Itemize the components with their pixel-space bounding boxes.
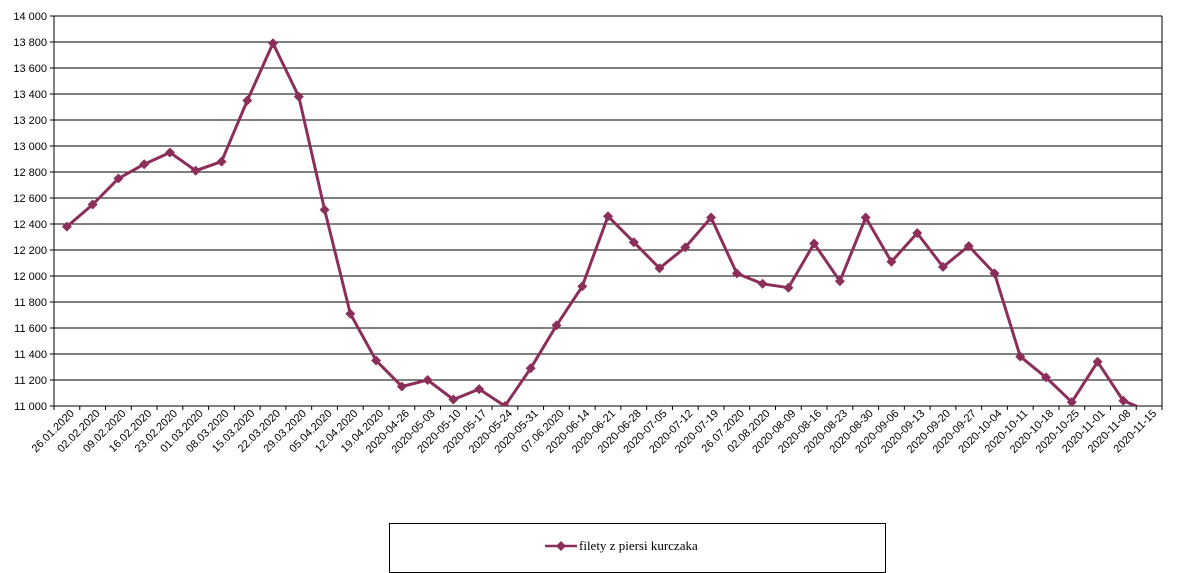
data-point-marker: [1015, 351, 1026, 362]
data-point-marker: [1066, 397, 1077, 406]
y-axis-tick-labels: 11 000 11 200 11 400 11 600 11 800 12 000 12 2…: [13, 11, 47, 413]
data-point-marker: [319, 204, 330, 215]
data-point-marker: [87, 199, 98, 210]
data-point-marker: [164, 147, 175, 158]
y-tick-label: 12 800: [13, 167, 47, 179]
legend-label: filety z piersi kurczaka: [579, 538, 698, 553]
data-point-marker: [1118, 395, 1129, 406]
y-tick-label: 12 000: [13, 271, 47, 283]
data-point-marker: [731, 268, 742, 279]
legend-item: filety z piersi kurczaka: [545, 538, 698, 554]
data-point-marker: [860, 212, 871, 223]
series-layer: [61, 38, 1141, 406]
data-point-marker: [783, 282, 794, 293]
data-point-marker: [499, 401, 510, 406]
gridlines: [50, 15, 1162, 407]
legend: filety z piersi kurczaka: [389, 523, 886, 573]
data-point-marker: [396, 381, 407, 392]
data-point-marker: [757, 278, 768, 289]
data-point-marker: [525, 363, 536, 374]
x-axis-tick-labels: 26.01.202002.02.202009.02.202016.02.2020…: [30, 408, 1160, 456]
data-point-marker: [113, 173, 124, 184]
data-point-marker: [1092, 356, 1103, 367]
y-tick-label: 13 600: [13, 63, 47, 75]
data-point-marker: [293, 91, 304, 102]
data-point-marker: [809, 238, 820, 249]
legend-line-marker-icon: [545, 541, 577, 551]
data-point-marker: [628, 237, 639, 248]
data-point-marker: [474, 384, 485, 395]
y-tick-label: 11 600: [14, 323, 47, 335]
y-tick-label: 11 800: [14, 297, 47, 309]
data-point-marker: [654, 263, 665, 274]
data-point-marker: [61, 221, 72, 232]
data-point-marker: [190, 165, 201, 176]
y-tick-label: 11 400: [14, 349, 47, 361]
data-point-marker: [912, 228, 923, 239]
data-point-marker: [937, 261, 948, 272]
series-line: [65, 41, 1141, 406]
data-point-marker: [963, 241, 974, 252]
data-point-marker: [603, 211, 613, 222]
data-point-marker: [1041, 372, 1052, 383]
y-tick-label: 11 200: [14, 375, 47, 387]
y-tick-label: 13 400: [13, 89, 47, 101]
y-tick-label: 14 000: [13, 11, 47, 23]
y-tick-label: 12 600: [13, 193, 47, 205]
data-point-marker: [706, 212, 717, 223]
data-point-marker: [345, 308, 356, 319]
y-tick-label: 13 000: [13, 141, 47, 153]
data-point-marker: [268, 38, 279, 49]
data-point-marker: [216, 156, 227, 167]
y-tick-label: 12 400: [13, 219, 47, 231]
data-point-marker: [834, 276, 845, 287]
data-point-marker: [577, 281, 588, 292]
y-tick-label: 13 800: [13, 37, 47, 49]
data-point-marker: [680, 242, 691, 253]
line-chart: 11 000 11 200 11 400 11 600 11 800 12 000 12 2…: [13, 11, 1163, 456]
series-filety: [61, 38, 1141, 406]
data-point-marker: [371, 355, 382, 366]
y-tick-label: 11 000: [14, 401, 47, 413]
data-point-marker: [551, 320, 562, 331]
y-tick-label: 13 200: [13, 115, 47, 127]
axes: [53, 16, 1163, 410]
data-point-marker: [422, 375, 433, 385]
data-point-marker: [886, 256, 897, 267]
data-point-marker: [448, 394, 459, 405]
y-tick-label: 12 200: [13, 245, 47, 257]
data-point-marker: [989, 268, 1000, 279]
data-point-marker: [139, 159, 150, 170]
data-point-marker: [242, 95, 253, 106]
